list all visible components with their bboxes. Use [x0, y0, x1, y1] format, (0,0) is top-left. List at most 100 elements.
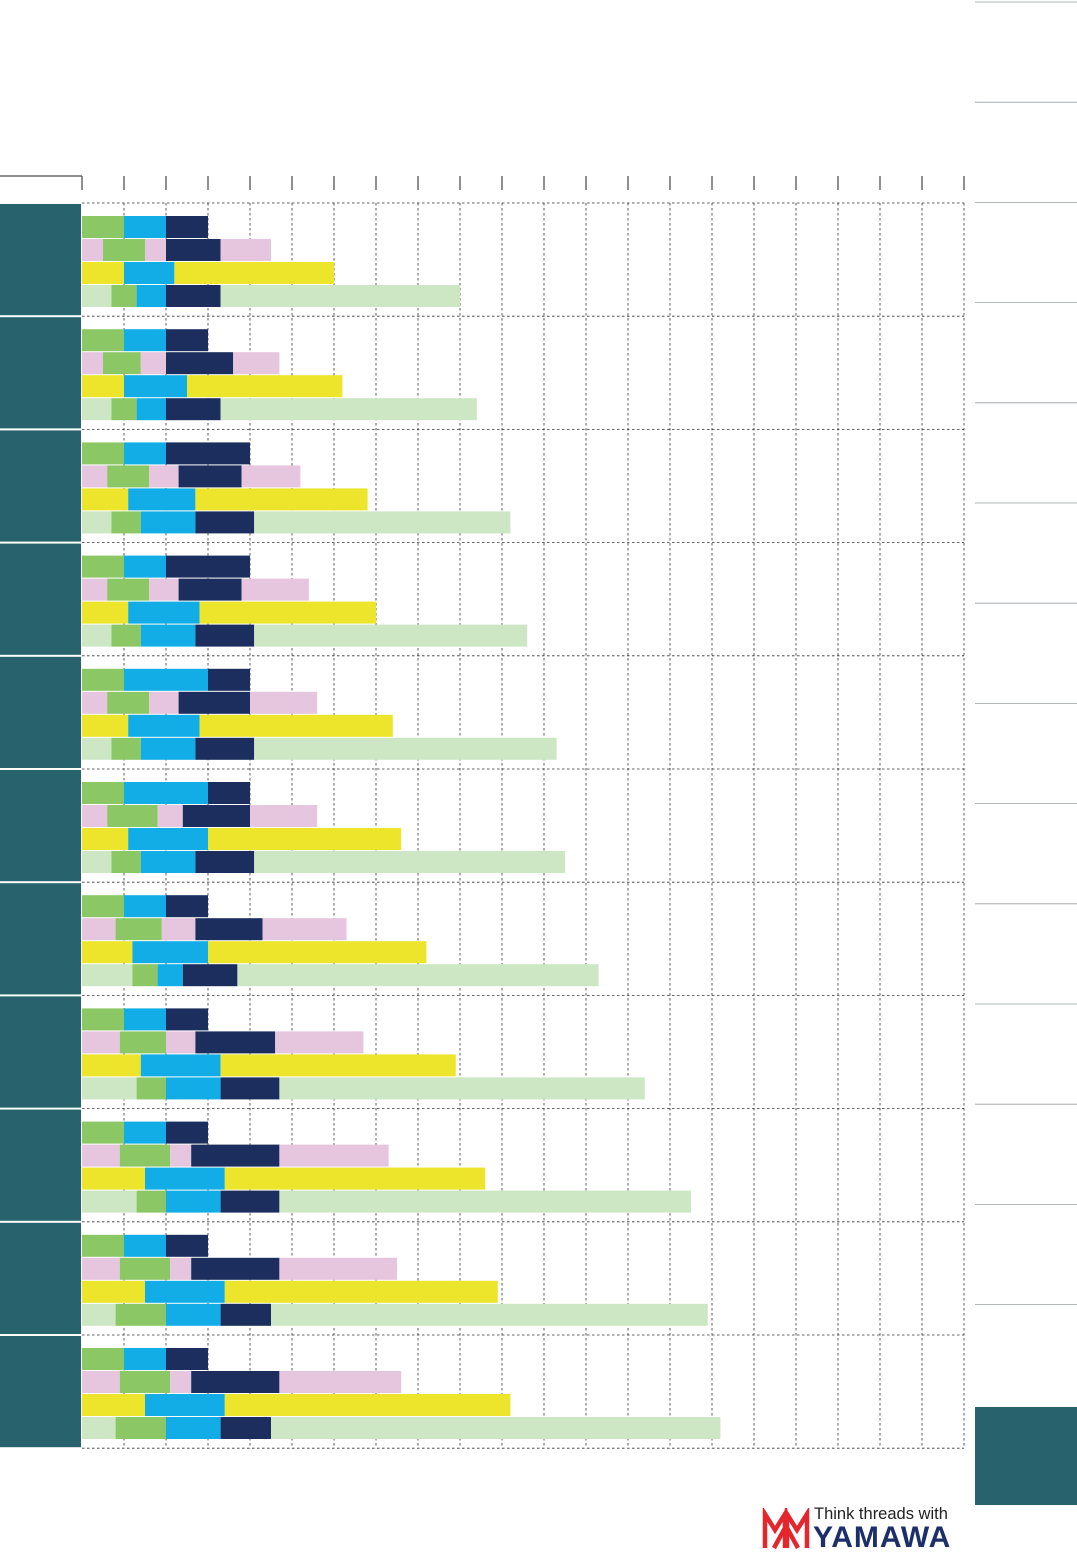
bar-segment-pink — [82, 1031, 120, 1054]
bar-segment-pink — [82, 239, 103, 261]
bar-segment-pink — [149, 578, 179, 601]
bar-segment-navy — [220, 1190, 280, 1213]
bar-segment-yellow — [82, 941, 133, 964]
bar-segment-navy — [220, 1077, 280, 1100]
bar-segment-yellow — [220, 1054, 456, 1077]
bar-segment-cyan — [157, 964, 183, 987]
bar-segment-cyan — [166, 1190, 221, 1213]
bar-segment-cyan — [124, 1348, 166, 1370]
bar-segment-yellow — [82, 1394, 145, 1416]
bar-segment-navy — [166, 555, 250, 578]
bar-segment-cyan — [124, 1008, 166, 1031]
bar-segment-navy — [166, 352, 234, 375]
bar-segment-green — [115, 1303, 166, 1326]
bar-segment-cyan — [145, 1167, 225, 1190]
bar-segment-cyan — [124, 782, 208, 804]
bar-segment-navy — [166, 1121, 208, 1144]
bar-segment-navy — [195, 624, 255, 647]
bar-segment-navy — [178, 465, 242, 488]
bar-segment-navy — [166, 216, 208, 238]
bar-segment-navy — [166, 442, 250, 465]
bar-segment-yellow — [195, 488, 368, 511]
bar-segment-light-green — [279, 1190, 691, 1213]
bar-segment-green — [82, 782, 124, 804]
bar-segment-navy — [182, 964, 238, 987]
bar-segment-green — [119, 1371, 171, 1393]
bar-segment-pink — [145, 239, 166, 261]
bar-segment-pink — [233, 352, 280, 375]
bar-segment-green — [107, 805, 158, 827]
bar-segment-navy — [166, 1234, 208, 1257]
bar-segment-green — [136, 1077, 166, 1100]
bar-segment-cyan — [136, 398, 166, 421]
bar-segment-pink — [279, 1371, 402, 1393]
bar-segment-yellow — [82, 714, 129, 737]
bar-segment-green — [82, 668, 124, 691]
bar-segment-light-green — [254, 624, 528, 647]
bar-segment-pink — [166, 1031, 196, 1054]
side-index-tab — [975, 1407, 1077, 1505]
bar-segment-pink — [279, 1144, 389, 1167]
bar-segment-cyan — [124, 262, 175, 284]
bar-segment-navy — [178, 578, 242, 601]
bar-segment-navy — [191, 1144, 280, 1167]
bar-segment-cyan — [140, 737, 196, 760]
bar-segment-green — [103, 352, 141, 375]
bar-segment-navy — [195, 851, 255, 873]
row-group-label-cell — [0, 543, 81, 655]
bar-segment-yellow — [224, 1280, 498, 1303]
bar-segment-yellow — [82, 262, 124, 284]
bar-segment-yellow — [82, 488, 129, 511]
bar-segment-navy — [182, 805, 250, 827]
bar-segment-green — [111, 737, 141, 760]
bar-segment-yellow — [82, 601, 129, 624]
bar-segment-cyan — [132, 941, 208, 964]
bar-segment-green — [82, 1348, 124, 1370]
bar-segment-green — [115, 1417, 166, 1439]
bar-segment-yellow — [82, 375, 124, 398]
bar-segment-navy — [208, 668, 250, 691]
brand-tagline: Think threads with — [814, 1505, 948, 1523]
row-group-label-cell — [0, 317, 81, 429]
bar-segment-pink — [157, 805, 183, 827]
bar-segment-pink — [149, 465, 179, 488]
bar-segment-pink — [82, 352, 103, 375]
bar-segment-cyan — [136, 285, 166, 307]
bar-segment-pink — [170, 1144, 192, 1167]
bar-segment-yellow — [82, 1167, 145, 1190]
row-group-label-cell — [0, 656, 81, 768]
bar-segment-green — [111, 851, 141, 873]
bar-segment-green — [115, 918, 162, 941]
bar-segment-light-green — [82, 285, 112, 307]
bar-segment-cyan — [124, 329, 166, 352]
bar-segment-cyan — [124, 1121, 166, 1144]
bar-segment-pink — [170, 1371, 192, 1393]
bar-segment-yellow — [82, 1054, 141, 1077]
bar-segment-cyan — [124, 668, 208, 691]
bar-segment-cyan — [140, 624, 196, 647]
bar-segment-pink — [220, 239, 271, 261]
bar-segment-green — [107, 465, 150, 488]
chart-grid — [0, 175, 965, 1449]
bar-segment-cyan — [145, 1280, 225, 1303]
bar-segment-cyan — [124, 216, 166, 238]
row-group-label-cell — [0, 996, 81, 1108]
bar-segment-navy — [166, 398, 221, 421]
bar-segment-cyan — [166, 1417, 221, 1439]
row-group-label-cell — [0, 883, 81, 995]
bar-segment-yellow — [224, 1167, 486, 1190]
row-group-label-cell — [0, 430, 81, 542]
row-group-label-cell — [0, 770, 81, 882]
bar-segment-light-green — [82, 511, 112, 534]
bar-segment-cyan — [128, 601, 200, 624]
bar-segment-cyan — [140, 511, 196, 534]
bar-segment-pink — [82, 578, 108, 601]
row-group-label-cells — [0, 204, 81, 1448]
bar-segment-green — [119, 1257, 171, 1280]
bar-segment-navy — [178, 691, 250, 714]
bar-segment-light-green — [82, 1303, 116, 1326]
bar-segment-cyan — [124, 375, 187, 398]
bar-segment-pink — [170, 1257, 192, 1280]
bar-segment-navy — [166, 1348, 208, 1370]
bar-segment-light-green — [254, 737, 557, 760]
